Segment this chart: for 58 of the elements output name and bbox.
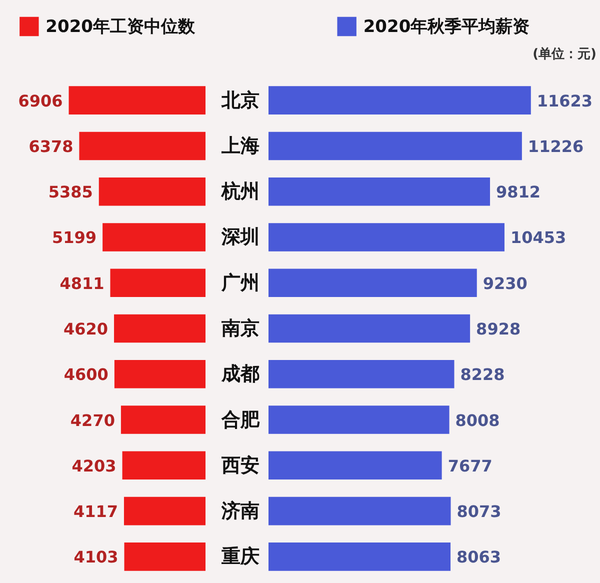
y-tick-label: 北京	[220, 89, 260, 112]
data-label: 5385	[48, 182, 93, 202]
bar	[268, 132, 522, 160]
y-tick-label: 南京	[220, 318, 260, 340]
y-tick-label: 济南	[220, 500, 260, 522]
y-tick-label: 西安	[220, 454, 260, 476]
text: (单位：元)	[532, 46, 597, 62]
bar	[268, 223, 504, 252]
data-label: 4811	[60, 274, 104, 293]
bar	[120, 406, 206, 434]
y-tick-label: 深圳	[220, 226, 260, 248]
legend-label: 2020年工资中位数	[46, 16, 195, 38]
data-label: 4103	[74, 548, 118, 567]
data-label: 8228	[460, 365, 505, 384]
bar	[114, 360, 206, 388]
bar	[124, 542, 206, 571]
data-label: 5199	[52, 228, 97, 248]
bar	[122, 451, 206, 480]
data-label: 11226	[528, 136, 584, 156]
data-label: 4600	[64, 365, 108, 384]
y-tick-label: 上海	[220, 134, 260, 157]
y-tick-label: 成都	[220, 363, 260, 386]
data-label: 11623	[536, 91, 593, 110]
bar	[124, 496, 206, 526]
data-label: 4203	[72, 456, 116, 476]
bar	[268, 177, 490, 206]
y-tick-label: 广州	[220, 272, 260, 294]
data-label: 6378	[28, 136, 74, 156]
y-tick-label: 重庆	[220, 546, 260, 568]
bar	[268, 86, 531, 114]
bar	[102, 223, 206, 252]
bar	[98, 177, 206, 206]
data-label: 9230	[482, 274, 528, 293]
data-label: 10453	[510, 228, 566, 248]
data-label: 8008	[455, 410, 500, 430]
data-label: 8063	[456, 548, 502, 567]
bar	[268, 314, 470, 343]
bar	[79, 132, 206, 160]
data-label: 4270	[70, 410, 115, 430]
data-label: 4117	[73, 502, 118, 522]
data-label: 9812	[496, 182, 541, 202]
y-tick-label: 合肥	[220, 408, 260, 431]
bar	[268, 268, 477, 298]
bar	[268, 360, 454, 388]
bar	[268, 496, 451, 526]
y-tick-label: 杭州	[220, 180, 260, 203]
data-label: 4620	[63, 320, 108, 339]
data-label: 6906	[18, 91, 63, 110]
legend-label: 2020年秋季平均薪资	[363, 16, 530, 38]
bar	[114, 314, 206, 343]
data-label: 8073	[456, 502, 502, 522]
bar	[268, 451, 442, 480]
bar	[268, 542, 451, 571]
data-label: 7677	[448, 456, 492, 476]
bar	[268, 406, 450, 434]
bar	[68, 86, 206, 114]
bar	[110, 268, 206, 298]
data-label: 8928	[476, 320, 521, 339]
